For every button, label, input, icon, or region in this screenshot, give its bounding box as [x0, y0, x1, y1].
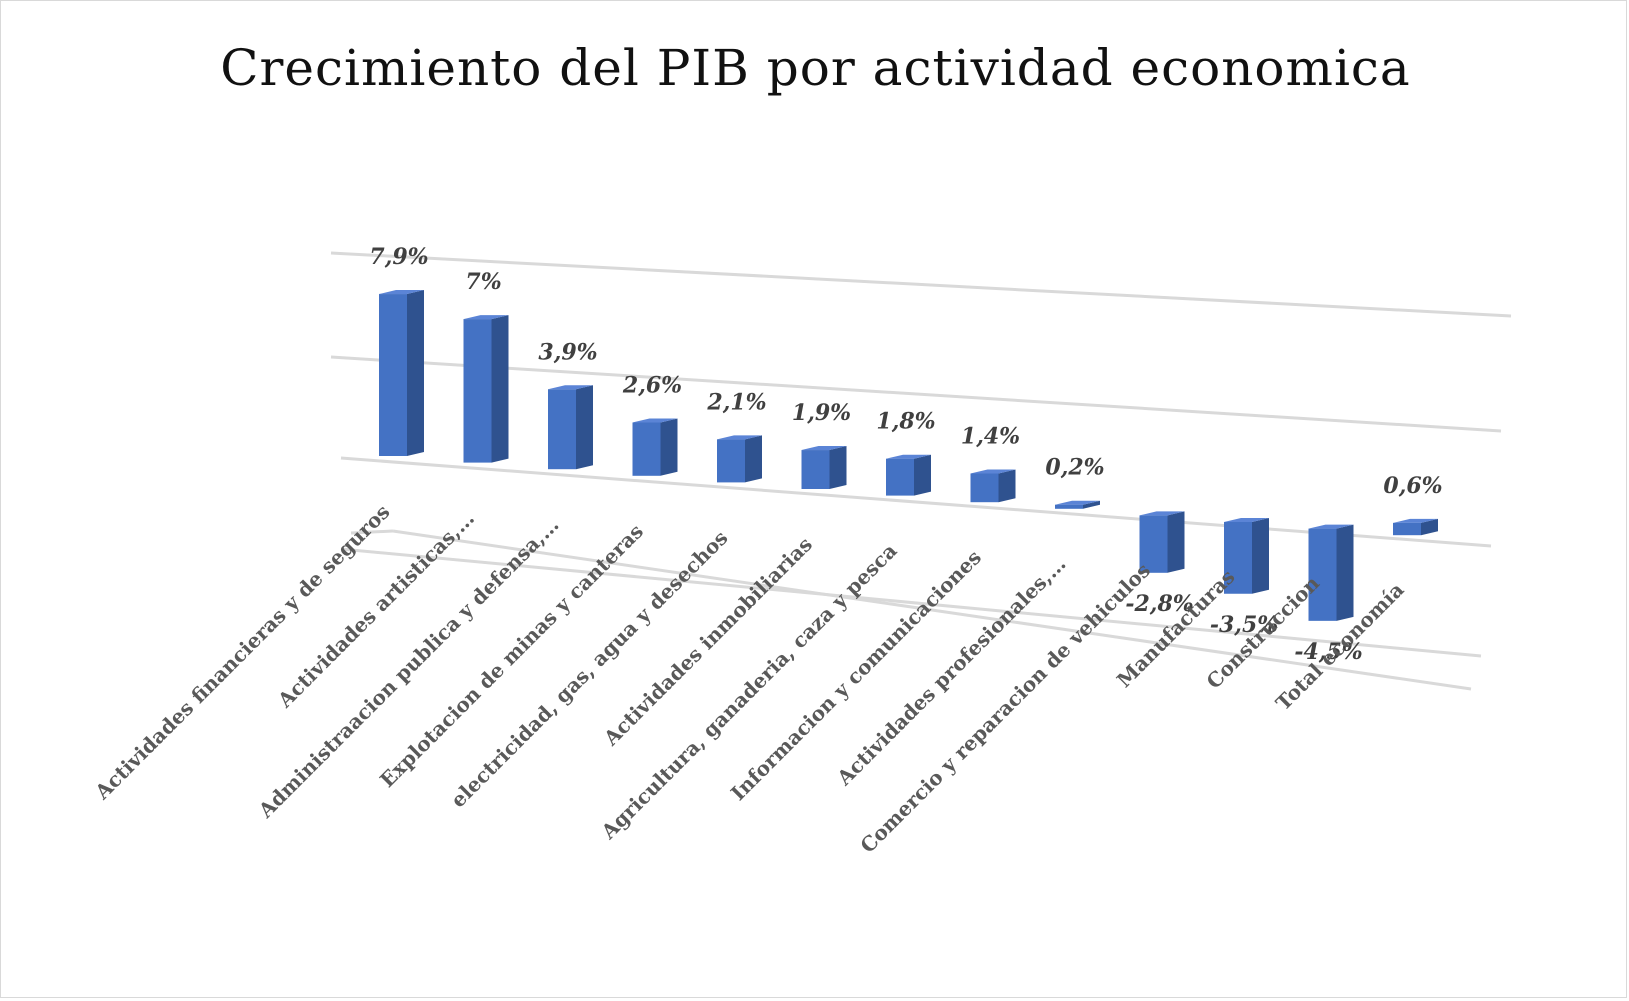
- bar-top: [970, 469, 1016, 474]
- bar-top: [548, 385, 593, 390]
- bar-front: [1224, 522, 1252, 594]
- bar-top: [1393, 518, 1438, 523]
- bar-side: [1083, 500, 1100, 509]
- bars: [379, 290, 1438, 621]
- data-label: 3,9%: [538, 339, 597, 365]
- bar: [379, 290, 424, 456]
- gridline: [340, 547, 1482, 658]
- bar: [970, 469, 1016, 503]
- bar-top: [801, 446, 847, 451]
- data-label: -3,5%: [1210, 612, 1278, 638]
- bar-side: [407, 290, 424, 456]
- bar-top: [1224, 518, 1269, 522]
- bar: [886, 454, 931, 496]
- data-label: 1,4%: [961, 424, 1020, 450]
- bar-top: [1139, 511, 1185, 516]
- gridline: [350, 529, 394, 535]
- bar-front: [1308, 528, 1337, 621]
- bar-front: [970, 473, 999, 503]
- bar: [801, 446, 847, 489]
- data-label: 7,9%: [369, 244, 428, 270]
- bar-top: [886, 454, 931, 459]
- bar-side: [660, 418, 678, 476]
- bar-side: [914, 454, 931, 496]
- data-label: 2,6%: [622, 373, 682, 399]
- bar-front: [1055, 504, 1083, 509]
- bar: [1224, 518, 1269, 594]
- data-label: -2,8%: [1125, 591, 1193, 617]
- bar-side: [576, 385, 593, 470]
- bar-front: [1393, 522, 1421, 536]
- bar-side: [491, 315, 509, 463]
- bar-side: [1421, 518, 1438, 536]
- bar-front: [548, 389, 576, 470]
- gridline: [330, 251, 1512, 318]
- bar-top: [1308, 524, 1354, 529]
- bar: [1393, 518, 1438, 536]
- category-label: Actividades artisticas,…: [272, 506, 479, 713]
- data-label: 1,8%: [876, 409, 935, 435]
- bar-top: [632, 418, 678, 423]
- category-labels: Actividades financieras y de segurosActi…: [90, 500, 1409, 858]
- bar: [1139, 511, 1185, 573]
- bar-top: [463, 315, 509, 320]
- bar-front: [463, 319, 492, 463]
- data-label: 0,6%: [1383, 473, 1442, 499]
- bar-top: [1055, 500, 1100, 505]
- bar: [1308, 524, 1354, 621]
- data-labels: 7,9%7%3,9%2,6%2,1% 1,9% 1,8%1,4%0,2%-2,8%-…: [369, 244, 1442, 665]
- bar: [463, 315, 509, 463]
- bar: [548, 385, 593, 470]
- bar-top: [379, 290, 424, 295]
- bar: [717, 435, 762, 483]
- bar-front: [717, 439, 745, 483]
- bar: [1055, 500, 1100, 509]
- gridline: [330, 355, 1502, 433]
- bar: [632, 418, 678, 476]
- bar-front: [886, 458, 914, 496]
- bar-side: [1167, 511, 1185, 573]
- chart-title: Crecimiento del PIB por actividad econom…: [220, 39, 1411, 97]
- data-label: 2,1%: [706, 389, 766, 415]
- bar-side: [1252, 518, 1269, 594]
- data-label: 7%: [465, 269, 501, 295]
- bar-side: [1336, 524, 1354, 621]
- bar-side: [998, 469, 1016, 503]
- data-label: 0,2%: [1045, 455, 1104, 481]
- bar-front: [632, 422, 661, 476]
- data-label: -4,5%: [1294, 639, 1362, 665]
- gridline: [340, 456, 1492, 548]
- bar-top: [717, 435, 762, 440]
- bar-front: [1139, 515, 1168, 573]
- bar-front: [379, 294, 407, 456]
- data-label: 1,9%: [792, 400, 851, 426]
- gridlines: [330, 251, 1512, 691]
- bar-side: [745, 435, 762, 483]
- gridline: [392, 529, 1472, 691]
- bar-front: [801, 450, 830, 489]
- bar-side: [829, 446, 847, 489]
